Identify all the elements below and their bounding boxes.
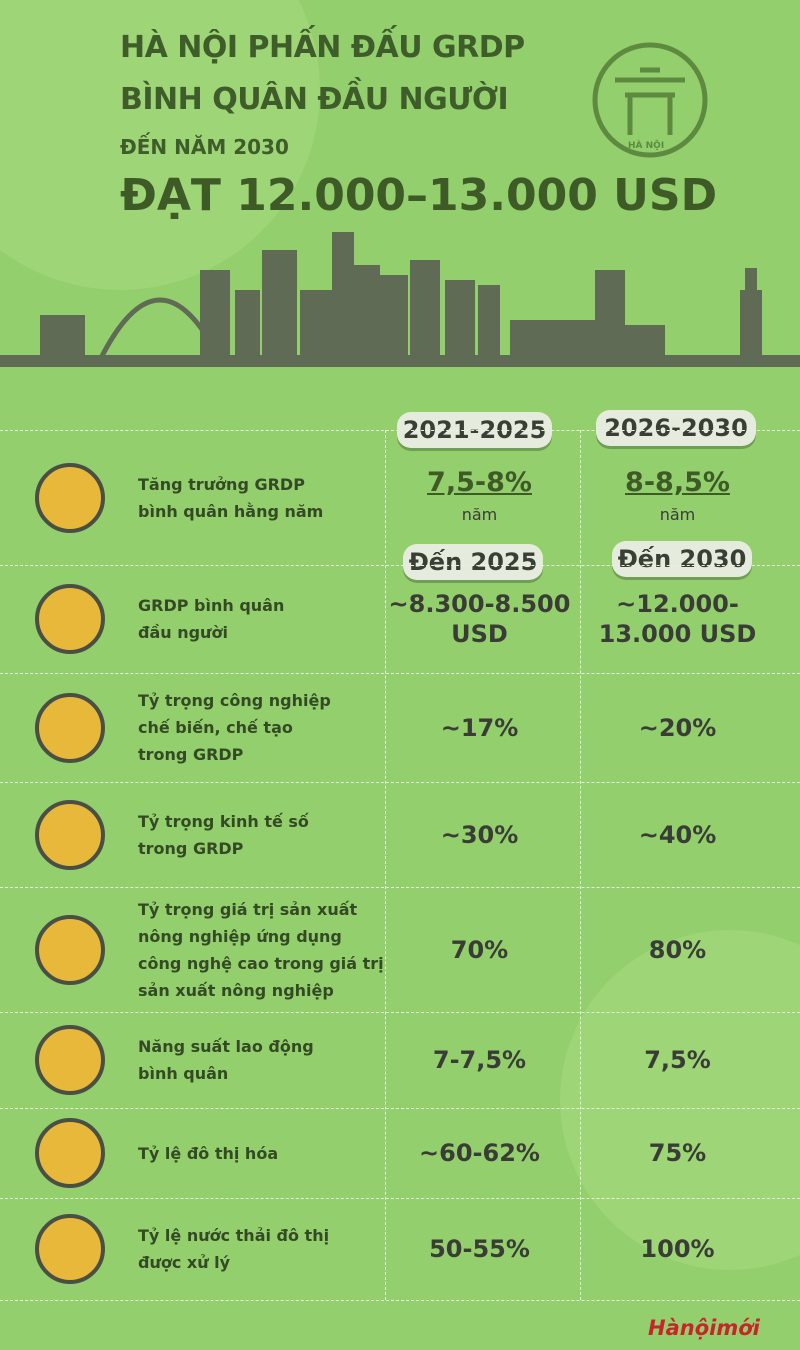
row-label: Tỷ lệ đô thị hóa: [138, 1140, 388, 1167]
label-line: nông nghiệp ứng dụng: [138, 926, 342, 946]
value: ~17%: [440, 713, 519, 742]
label-line: sản xuất nông nghiệp: [138, 980, 334, 1000]
row-icon: [35, 584, 105, 654]
row-icon: [35, 1025, 105, 1095]
title-line: BÌNH QUÂN ĐẦU NGƯỜI: [120, 82, 509, 117]
row-label: GRDP bình quân đầu người: [138, 592, 388, 646]
value: ~40%: [638, 820, 717, 849]
row-icon: [35, 1118, 105, 1188]
value: ~8.300-8.500 USD: [388, 590, 571, 648]
row-separator: [0, 887, 800, 888]
label-line: bình quân: [138, 1064, 229, 1083]
subcolumn-header: Đến 2025: [403, 544, 543, 580]
label-line: Tỷ lệ nước thải đô thị: [138, 1226, 330, 1245]
label-line: GRDP bình quân: [138, 596, 285, 615]
row-separator: [0, 1012, 800, 1013]
row-separator: [0, 430, 800, 431]
subtitle: ĐẾN NĂM 2030: [120, 135, 289, 159]
label-line: đầu người: [138, 623, 228, 642]
label-line: Tăng trưởng GRDP: [138, 474, 305, 494]
value: 8-8,5%: [625, 466, 730, 498]
value: ~30%: [440, 820, 519, 849]
row-label: Tỷ trọng kinh tế số trong GRDP: [138, 808, 388, 862]
row-icon: [35, 914, 105, 985]
label-line: Năng suất lao động: [138, 1037, 314, 1056]
value: 50-55%: [429, 1235, 530, 1263]
row-label: Tỷ trọng giá trị sản xuất nông nghiệp ứng…: [138, 896, 388, 1004]
label-line: chế biến, chế tạo: [138, 718, 293, 737]
label-line: trong GRDP: [138, 838, 244, 858]
logo-text: HÀ NỘI: [628, 141, 665, 151]
label-line: bình quân hằng năm: [138, 501, 324, 521]
label-line: công nghệ cao trong giá trị: [138, 953, 384, 973]
row-separator: [0, 1108, 800, 1109]
value: 75%: [648, 1139, 707, 1167]
row-separator: [0, 565, 800, 566]
value: 80%: [648, 935, 707, 964]
row-icon: [35, 462, 105, 533]
row-separator: [0, 782, 800, 783]
row-separator: [0, 1198, 800, 1199]
value: ~12.000-13.000 USD: [598, 590, 757, 648]
row-separator: [0, 673, 800, 674]
row-icon: [35, 692, 105, 763]
row-label: Năng suất lao động bình quân: [138, 1033, 388, 1087]
label-line: Tỷ trọng kinh tế số: [138, 811, 309, 831]
value: 7,5%: [644, 1046, 711, 1074]
value: ~60-62%: [419, 1139, 540, 1167]
value: 7,5-8%: [427, 466, 532, 498]
column-separator: [385, 430, 386, 1300]
row-icon: [35, 1214, 105, 1284]
value: 70%: [450, 935, 509, 964]
value: 7-7,5%: [432, 1046, 527, 1074]
row-label: Tỷ lệ nước thải đô thị được xử lý: [138, 1222, 388, 1276]
subcolumn-header: Đến 2030: [612, 541, 752, 577]
label-line: trong GRDP: [138, 745, 244, 764]
label-line: Tỷ lệ đô thị hóa: [138, 1143, 279, 1163]
row-separator: [0, 1300, 800, 1301]
label-line: Tỷ trọng công nghiệp: [138, 691, 331, 710]
column-separator: [580, 430, 581, 1300]
value-unit: năm: [461, 504, 498, 524]
value: 100%: [640, 1235, 715, 1263]
row-label: Tỷ trọng công nghiệp chế biến, chế tạo tro…: [138, 687, 388, 768]
brand: Hànộimới: [648, 1316, 760, 1340]
value: ~20%: [638, 713, 717, 742]
label-line: được xử lý: [138, 1253, 231, 1272]
title-line: HÀ NỘI PHẤN ĐẤU GRDP: [120, 30, 525, 65]
row-label: Tăng trưởng GRDP bình quân hằng năm: [138, 471, 388, 525]
label-line: Tỷ trọng giá trị sản xuất: [138, 899, 358, 919]
row-icon: [35, 799, 105, 870]
column-header: 2026-2030: [596, 410, 756, 446]
value-unit: năm: [659, 504, 696, 524]
headline: ĐẠT 12.000–13.000 USD: [120, 170, 718, 221]
